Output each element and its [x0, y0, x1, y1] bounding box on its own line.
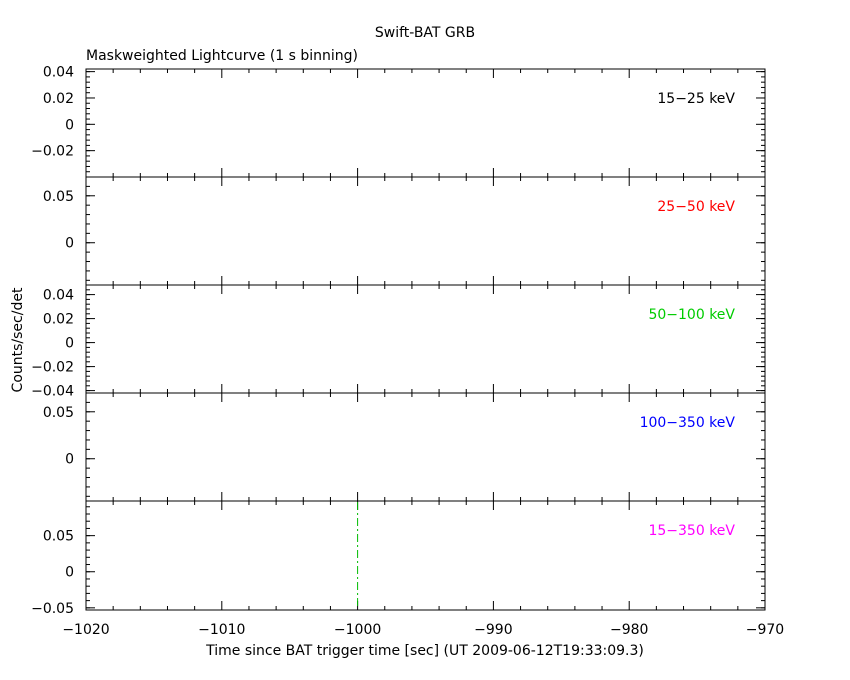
y-tick-label: 0: [65, 336, 74, 352]
y-tick-label: 0.05: [43, 405, 74, 421]
y-tick-label: 0.05: [43, 189, 74, 205]
y-tick-label: 0.04: [43, 65, 74, 81]
x-tick-label: −1000: [334, 622, 381, 638]
y-tick-label: 0: [65, 452, 74, 468]
chart-subtitle: Maskweighted Lightcurve (1 s binning): [86, 48, 358, 64]
y-tick-label: 0.05: [43, 529, 74, 545]
x-tick-label: −1010: [198, 622, 245, 638]
x-tick-label: −980: [610, 622, 648, 638]
panel-1: 0.04 0.02 0 −0.02 15−25 keV: [31, 65, 766, 178]
y-tick-label: 0.02: [43, 91, 74, 107]
x-tick-label: −1020: [62, 622, 109, 638]
energy-band-label: 100−350 keV: [640, 415, 736, 431]
energy-band-label: 15−25 keV: [657, 91, 735, 107]
y-tick-label: 0.04: [43, 288, 74, 304]
y-axis-label: Counts/sec/det: [10, 287, 26, 392]
x-axis-label: Time since BAT trigger time [sec] (UT 20…: [205, 643, 644, 659]
y-tick-label: 0: [65, 565, 74, 581]
y-tick-label: −0.04: [31, 384, 74, 400]
energy-band-label: 50−100 keV: [648, 307, 735, 323]
y-tick-label: −0.02: [31, 144, 74, 160]
panel-frame: [85, 176, 766, 286]
panel-frame: [85, 392, 766, 502]
y-tick-label: 0.02: [43, 312, 74, 328]
panel-frame: [85, 500, 766, 611]
y-tick-label: 0: [65, 236, 74, 252]
x-tick-label: −990: [474, 622, 512, 638]
panel-4: 0.05 0 100−350 keV: [43, 392, 766, 502]
panel-2: 0.05 0 25−50 keV: [43, 176, 766, 286]
energy-band-label: 25−50 keV: [657, 199, 735, 215]
y-tick-label: −0.05: [31, 601, 74, 617]
panel-3: 0.04 0.02 0 −0.02 −0.04 50−100 keV: [31, 284, 766, 400]
y-tick-label: −0.02: [31, 360, 74, 376]
panel-frame: [85, 68, 766, 178]
y-tick-label: 0: [65, 117, 74, 133]
x-tick-label: −970: [746, 622, 784, 638]
chart-title: Swift-BAT GRB: [375, 25, 475, 41]
panel-5: 0.05 0 −0.05 15−350 keV: [31, 500, 766, 617]
panel-frame: [85, 284, 766, 394]
energy-band-label: 15−350 keV: [648, 523, 735, 539]
